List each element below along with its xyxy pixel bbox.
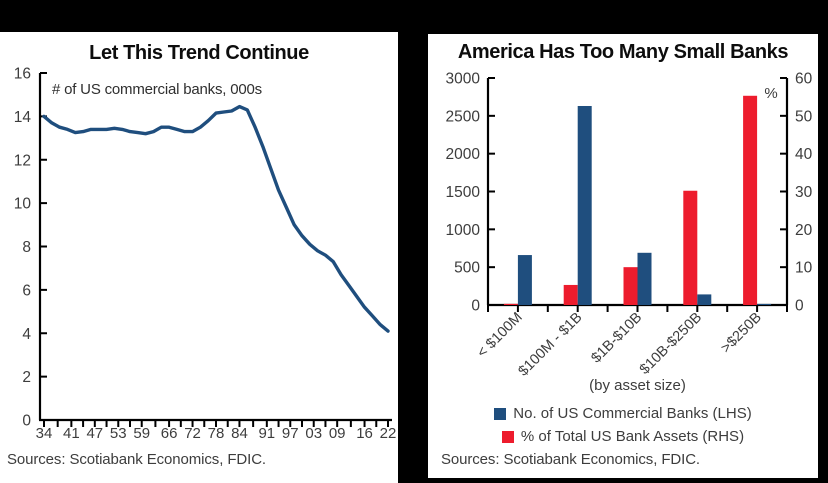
y-axis-tick-label: 10: [14, 196, 32, 213]
line-chart-annotation: # of US commercial banks, 000s: [52, 81, 262, 98]
right-y-axis-tick-label: 30: [795, 184, 813, 201]
right-y-axis-tick-label: 50: [795, 108, 813, 125]
right-y-axis-tick-label: 0: [795, 298, 804, 315]
y-axis-tick-label: 14: [14, 109, 32, 126]
bar-blue-4: [757, 303, 772, 305]
bar-red-4: [743, 95, 758, 305]
x-axis-tick-label: 47: [86, 425, 103, 442]
bar-blue-2: [637, 252, 652, 305]
left-y-axis-tick-label: 500: [454, 260, 480, 277]
x-axis-tick-label: 34: [36, 425, 53, 442]
y-axis-tick-label: 4: [22, 326, 31, 343]
bar-blue-1: [577, 105, 592, 305]
left-chart-panel: Let This Trend Continue 0 2 4 6 8 10 12 14 16 34 4…: [0, 32, 398, 483]
x-axis-tick-label: 16: [356, 425, 373, 442]
category-label: < $100M: [474, 310, 526, 362]
bar-red-0: [503, 303, 518, 305]
category-label: >$250B: [718, 310, 765, 357]
y-axis-tick-label: 2: [22, 369, 31, 386]
x-axis-tick-label: 41: [63, 425, 80, 442]
left-chart-title: Let This Trend Continue: [89, 42, 309, 64]
legend-item-banks: No. of US Commercial Banks (LHS): [494, 405, 752, 422]
right-y-axis-tick-label: 40: [795, 146, 813, 163]
x-axis-tick-label: 22: [380, 425, 397, 442]
bar-red-1: [563, 284, 578, 305]
legend-label-banks: No. of US Commercial Banks (LHS): [513, 405, 752, 422]
bar-blue-0: [517, 255, 532, 305]
y-axis-tick-label: 0: [22, 413, 31, 430]
bar-chart-x-axis-caption: (by asset size): [589, 377, 686, 394]
y-axis-tick-label: 12: [14, 152, 31, 169]
x-axis-tick-label: 66: [161, 425, 178, 442]
blue-legend-swatch-icon: [494, 407, 507, 420]
category-label: $1B-$10B: [588, 310, 645, 367]
right-y-axis-tick-label: 10: [795, 260, 813, 277]
bar-red-2: [623, 267, 638, 305]
x-axis-tick-label: 03: [305, 425, 322, 442]
left-y-axis-tick-label: 2500: [446, 108, 481, 125]
bar-chart-legend: No. of US Commercial Banks (LHS) % of To…: [428, 405, 818, 445]
x-axis-tick-label: 84: [231, 425, 248, 442]
x-axis-tick-label: 78: [208, 425, 225, 442]
y-axis-tick-label: 8: [22, 239, 31, 256]
left-y-axis-tick-label: 1000: [446, 222, 481, 239]
legend-item-assets: % of Total US Bank Assets (RHS): [501, 428, 745, 445]
right-y-axis-tick-label: 60: [795, 71, 813, 88]
x-axis-tick-label: 53: [110, 425, 127, 442]
left-y-axis-tick-label: 2000: [446, 146, 481, 163]
y-axis-tick-label: 6: [22, 282, 31, 299]
right-y-axis-tick-label: 20: [795, 222, 813, 239]
right-axis-unit-label: %: [764, 85, 777, 102]
red-legend-swatch-icon: [501, 430, 514, 443]
right-chart-panel: America Has Too Many Small Banks 0 500 100…: [428, 34, 818, 478]
bar-chart-canvas: 0 500 1000 1500 2000 2500 3000 0 10 20 30 40 50 60% < …: [446, 71, 813, 380]
banks-trend-line: [42, 104, 390, 333]
bar-blue-3: [697, 294, 712, 305]
x-axis-tick-label: 09: [329, 425, 346, 442]
right-sources-note: Sources: Scotiabank Economics, FDIC.: [441, 451, 701, 468]
x-axis-tick-label: 72: [184, 425, 201, 442]
y-axis-tick-label: 16: [14, 66, 31, 83]
category-label: $100M - $1B: [516, 310, 586, 380]
left-y-axis-tick-label: 1500: [446, 184, 481, 201]
bar-red-3: [683, 190, 698, 305]
right-chart-title: America Has Too Many Small Banks: [457, 41, 789, 63]
x-axis-tick-label: 97: [282, 425, 299, 442]
legend-label-assets: % of Total US Bank Assets (RHS): [520, 428, 745, 445]
x-axis-tick-label: 59: [133, 425, 150, 442]
category-label: $10B-$250B: [637, 310, 705, 378]
x-axis-tick-label: 91: [258, 425, 275, 442]
left-sources-note: Sources: Scotiabank Economics, FDIC.: [7, 451, 267, 468]
left-y-axis-tick-label: 0: [471, 298, 480, 315]
line-chart-canvas: 0 2 4 6 8 10 12 14 16 34 41 47 53 59 66 72 78 84 91 97 03 09 1…: [14, 66, 397, 443]
left-y-axis-tick-label: 3000: [446, 71, 481, 88]
